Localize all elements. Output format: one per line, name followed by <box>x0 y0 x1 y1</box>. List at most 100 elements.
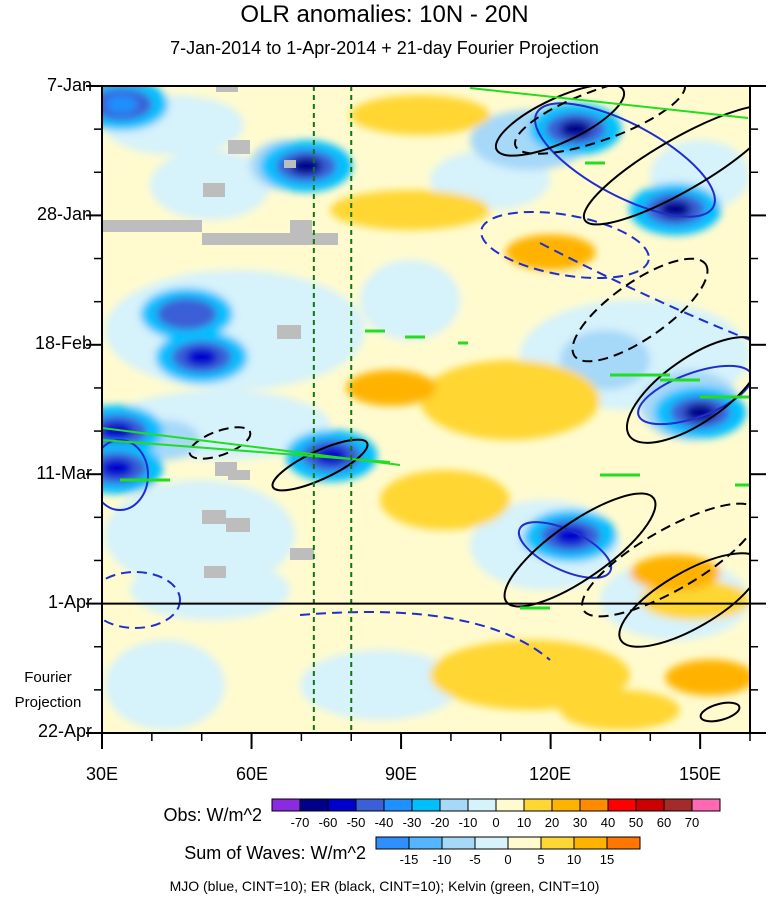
convection-core <box>185 348 218 367</box>
weak-positive-region <box>420 360 600 440</box>
weak-positive-region <box>380 470 510 530</box>
obs-colorbar-swatch <box>663 798 693 812</box>
kelvin-contour <box>469 87 749 119</box>
weak-negative-region <box>300 650 460 720</box>
weak-positive-region <box>330 190 490 230</box>
waves-colorbar-swatch <box>441 836 476 850</box>
obs-tick: 10 <box>516 815 532 830</box>
weak-negative-region <box>105 640 225 730</box>
waves-tick: 5 <box>537 852 545 867</box>
obs-tick: -60 <box>318 815 338 830</box>
positive-anomaly-core <box>379 380 416 395</box>
mjo-contour <box>102 571 181 629</box>
waves-tick: -10 <box>432 852 452 867</box>
waves-colorbar-swatch <box>507 836 542 850</box>
missing-data-patch <box>284 160 296 168</box>
obs-colorbar-swatch <box>523 798 553 812</box>
anomaly-field <box>102 86 750 730</box>
x-tick-label: 60E <box>235 764 269 784</box>
obs-colorbar-swatch <box>355 798 385 812</box>
obs-colorbar-swatch <box>635 798 665 812</box>
obs-tick: -40 <box>374 815 394 830</box>
missing-data-patch <box>204 566 226 578</box>
er-contour <box>581 502 750 618</box>
plot-frame <box>101 85 751 734</box>
er-contour <box>503 492 657 608</box>
waves-tick: 10 <box>566 852 582 867</box>
obs-tick: 50 <box>628 815 644 830</box>
obs-colorbar-swatch <box>495 798 525 812</box>
obs-colorbar-swatch <box>327 798 357 812</box>
y-tick-label: 1-Apr <box>47 592 92 612</box>
missing-data-patch <box>226 518 250 532</box>
missing-data-patch <box>277 325 301 339</box>
x-tick-label: 30E <box>85 764 119 784</box>
obs-tick: 30 <box>572 815 588 830</box>
waves-colorbar-swatch <box>573 836 608 850</box>
waves-colorbar-swatch <box>474 836 509 850</box>
obs-colorbar-swatch <box>383 798 413 812</box>
er-contour <box>271 438 369 492</box>
missing-data-patch <box>102 220 202 232</box>
y-tick-label: 11-Mar <box>36 463 92 483</box>
mjo-contour <box>637 364 750 426</box>
er-contour <box>582 104 750 226</box>
obs-tick: 0 <box>492 815 500 830</box>
mjo-contour <box>299 611 551 661</box>
waves-tick: -5 <box>469 852 481 867</box>
kelvin-contour <box>102 439 391 463</box>
missing-data-patch <box>228 140 250 154</box>
weak-negative-region <box>105 480 295 590</box>
x-tick-label: 150E <box>678 764 722 784</box>
chart-subtitle: 7-Jan-2014 to 1-Apr-2014 + 21-day Fourie… <box>170 38 599 58</box>
waves-tick: 0 <box>504 852 512 867</box>
obs-tick: -10 <box>458 815 478 830</box>
obs-colorbar-swatch <box>551 798 581 812</box>
weak-positive-region <box>430 640 630 710</box>
missing-data-patch <box>228 470 250 480</box>
mjo-contour <box>102 439 149 511</box>
x-tick-label: 90E <box>384 764 418 784</box>
missing-data-patch <box>203 183 225 197</box>
waves-colorbar-label: Sum of Waves: W/m^2 <box>184 843 366 863</box>
mjo-contour <box>480 210 650 280</box>
reference-lines <box>102 86 750 733</box>
obs-tick: 70 <box>684 815 700 830</box>
projection-label-line1: Fourier <box>24 669 72 686</box>
convection-core <box>684 403 717 422</box>
er-contour <box>618 552 750 648</box>
obs-tick: -50 <box>346 815 366 830</box>
obs-colorbar-label: Obs: W/m^2 <box>163 805 262 825</box>
obs-tick: -70 <box>290 815 310 830</box>
waves-colorbar <box>375 836 641 850</box>
mjo-contour <box>539 242 750 341</box>
obs-tick: 40 <box>600 815 616 830</box>
obs-colorbar-swatch <box>299 798 329 812</box>
projection-label-line2: Projection <box>14 694 82 711</box>
mjo-contour <box>534 102 716 218</box>
er-contour <box>571 257 709 363</box>
obs-colorbar-swatch <box>411 798 441 812</box>
waves-tick: 15 <box>599 852 615 867</box>
y-tick-label: 22-Apr <box>37 721 92 741</box>
waves-tick: -15 <box>399 852 419 867</box>
y-tick-label: 18-Feb <box>34 333 92 353</box>
obs-colorbar-swatch <box>467 798 497 812</box>
positive-anomaly-core <box>698 670 735 685</box>
x-tick-label: 120E <box>528 764 572 784</box>
obs-tick: -30 <box>402 815 422 830</box>
missing-data-patch <box>216 86 238 92</box>
obs-colorbar-swatch <box>271 798 301 812</box>
er-contour <box>699 701 741 723</box>
obs-tick: 20 <box>544 815 560 830</box>
er-contour <box>513 86 687 155</box>
missing-data-patch <box>290 220 312 234</box>
convection-core <box>559 120 592 139</box>
axis-ticks <box>86 85 766 749</box>
obs-tick: -20 <box>430 815 450 830</box>
missing-data-patch <box>202 510 226 524</box>
missing-data-patches <box>102 86 338 578</box>
obs-colorbar-swatch <box>579 798 609 812</box>
convection-core <box>554 526 587 545</box>
